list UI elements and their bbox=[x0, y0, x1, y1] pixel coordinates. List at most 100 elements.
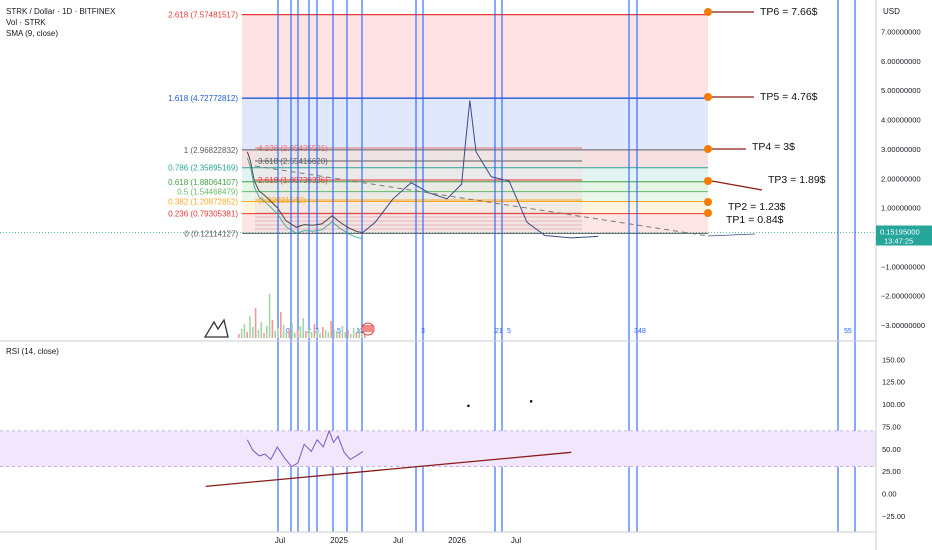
sma-label: SMA (9, close) bbox=[6, 29, 59, 38]
volume-bar bbox=[333, 329, 335, 338]
fib-time-label: 8 bbox=[642, 328, 646, 335]
volume-label: Vol · STRK bbox=[6, 18, 46, 27]
fib-time-label: 5 bbox=[507, 328, 511, 335]
volume-bar bbox=[266, 326, 268, 338]
fib-time-label: 34 bbox=[634, 328, 642, 335]
price-line bbox=[246, 151, 363, 234]
volume-bar bbox=[252, 327, 254, 338]
volume-bar bbox=[277, 328, 279, 338]
fib-label: 0.618 (1.88064107) bbox=[168, 178, 238, 187]
fib-label: 0 (0.12114127) bbox=[184, 229, 238, 238]
price-tick: −2.00000000 bbox=[881, 292, 925, 301]
volume-bar bbox=[350, 334, 352, 338]
rsi-tick: 75.00 bbox=[882, 422, 901, 431]
target-label: TP2 = 1.23$ bbox=[728, 201, 786, 213]
fib-label: 2.618 (7.57481517) bbox=[168, 11, 238, 20]
inner-fib-label: (1.22021542) bbox=[258, 196, 306, 205]
volume-bar bbox=[249, 316, 251, 338]
rsi-title: RSI (14, close) bbox=[6, 347, 59, 356]
fib-time-label: 3 bbox=[421, 328, 425, 335]
price-tick: 1.00000000 bbox=[881, 204, 921, 213]
volume-bar bbox=[327, 332, 330, 338]
volume-bar bbox=[338, 333, 341, 338]
volume-bar bbox=[291, 323, 293, 338]
target-dot bbox=[704, 8, 712, 16]
volume-bar bbox=[341, 326, 344, 338]
volume-bar bbox=[238, 334, 240, 338]
fib-label: 0.236 (0.79305381) bbox=[168, 210, 238, 219]
inner-fib-label: 4.236 (2.95435581) bbox=[258, 144, 328, 153]
fib-label: 1 (2.96822832) bbox=[184, 146, 239, 155]
volume-bar bbox=[243, 324, 246, 338]
volume-bar bbox=[282, 325, 285, 338]
volume-bar bbox=[254, 308, 257, 338]
volume-bar bbox=[347, 330, 349, 338]
volume-bar bbox=[358, 329, 360, 338]
fib-band bbox=[242, 14, 708, 99]
volume-bar bbox=[310, 332, 313, 338]
target-label: TP1 = 0.84$ bbox=[726, 214, 784, 226]
rsi-tick: 50.00 bbox=[882, 445, 901, 454]
volume-bar bbox=[308, 328, 310, 338]
volume-bar bbox=[330, 321, 332, 338]
fib-label: 0.5 (1.54468479) bbox=[177, 188, 238, 197]
volume-bar bbox=[240, 329, 243, 338]
rsi-tick: 100.00 bbox=[882, 400, 905, 409]
rsi-band bbox=[0, 430, 876, 467]
volume-bar bbox=[285, 332, 288, 338]
volume-bar bbox=[355, 332, 358, 338]
volume-bar bbox=[294, 333, 296, 338]
inner-fib-label: 2.618 (1.88739336) bbox=[258, 176, 328, 185]
rsi-tick: 125.00 bbox=[882, 378, 905, 387]
tradingview-logo bbox=[203, 318, 229, 338]
fib-label: 0.786 (2.35895169) bbox=[168, 164, 238, 173]
chart-legend: STRK / Dollar · 1D · BITFINEX Vol · STRK… bbox=[6, 6, 115, 39]
fib-label: 0.382 (1.20872852) bbox=[168, 197, 238, 206]
volume-bar bbox=[324, 330, 327, 338]
fib-time-label: 55 bbox=[844, 328, 852, 335]
volume-bar bbox=[288, 329, 290, 338]
countdown-timer: 13:47:25 bbox=[884, 236, 913, 245]
price-tick: 2.00000000 bbox=[881, 174, 921, 183]
price-axis-bg bbox=[876, 0, 932, 550]
volume-bar bbox=[305, 331, 307, 338]
volume-bar bbox=[268, 294, 271, 338]
volume-bar bbox=[336, 331, 338, 338]
volume-bar bbox=[302, 318, 304, 338]
symbol-title: STRK / Dollar · 1D · BITFINEX bbox=[6, 7, 116, 16]
fib-label: 1.618 (4.72772812) bbox=[168, 94, 238, 103]
volume-bar bbox=[322, 327, 324, 338]
target-arrow bbox=[711, 180, 763, 191]
volume-bar bbox=[344, 332, 346, 338]
volume-bar bbox=[316, 329, 318, 338]
price-tick: 7.00000000 bbox=[881, 28, 921, 37]
target-dot bbox=[704, 145, 712, 153]
price-tick: 3.00000000 bbox=[881, 145, 921, 154]
price-tick: 4.00000000 bbox=[881, 116, 921, 125]
inner-fib-label: 3.618 (2.55416620) bbox=[258, 157, 328, 166]
target-label: TP5 = 4.76$ bbox=[760, 91, 818, 103]
fib-time-label: 21 bbox=[495, 328, 503, 335]
currency-label: USD bbox=[883, 7, 900, 16]
volume-bar bbox=[280, 312, 282, 338]
volume-bar bbox=[299, 326, 302, 338]
target-label: TP6 = 7.66$ bbox=[760, 6, 818, 18]
price-tick: −1.00000000 bbox=[881, 262, 925, 271]
time-label: Jul bbox=[511, 536, 521, 545]
volume-bar bbox=[361, 333, 363, 338]
time-label: 2025 bbox=[330, 536, 348, 545]
volume-bar bbox=[296, 330, 299, 338]
volume-bar bbox=[274, 331, 276, 338]
current-price-badge bbox=[876, 225, 932, 246]
event-flag-icon bbox=[363, 325, 373, 332]
target-label: TP4 = 3$ bbox=[752, 141, 795, 153]
target-dot bbox=[704, 93, 712, 101]
price-tick: 5.00000000 bbox=[881, 86, 921, 95]
projection-tail bbox=[707, 233, 756, 237]
price-tick: 6.00000000 bbox=[881, 57, 921, 66]
target-dot bbox=[704, 198, 712, 206]
volume-bar bbox=[260, 322, 262, 338]
rsi-tick: 0.00 bbox=[882, 490, 897, 499]
time-label: Jul bbox=[393, 536, 403, 545]
